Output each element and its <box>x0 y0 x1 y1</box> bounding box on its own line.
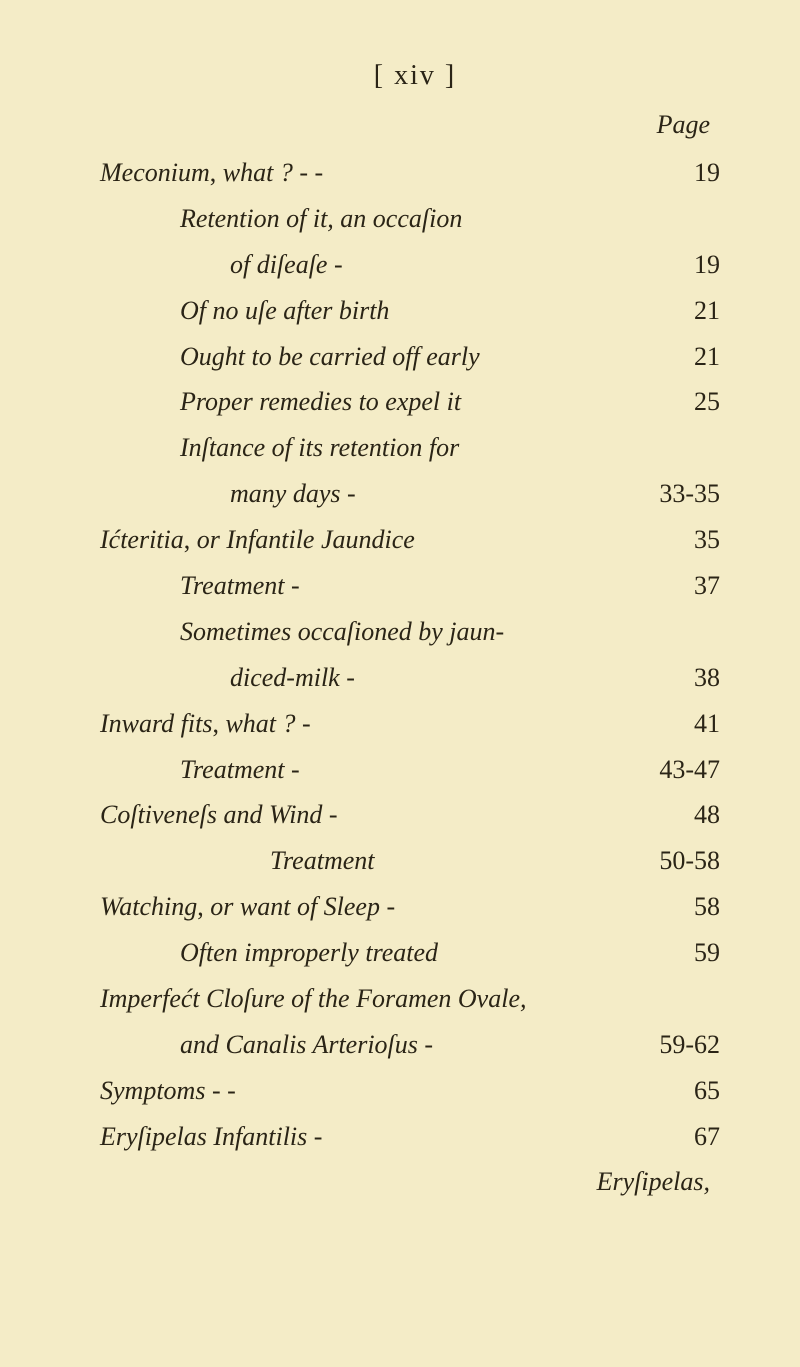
toc-entry: Watching, or want of Sleep -58 <box>100 886 730 929</box>
entry-page: 58 <box>640 886 730 929</box>
entry-text: Ought to be carried off early <box>100 336 640 379</box>
entry-page: 37 <box>640 565 730 608</box>
toc-entry: Ought to be carried off early21 <box>100 336 730 379</box>
entry-page: 33-35 <box>640 473 730 516</box>
entry-text: Symptoms - - <box>100 1070 640 1113</box>
toc-entry: many days -33-35 <box>100 473 730 516</box>
entry-text: Treatment - <box>100 749 640 792</box>
toc-entry: Inſtance of its retention for <box>100 427 730 470</box>
catchword: Eryſipelas, <box>100 1167 730 1197</box>
toc-entry: Eryſipelas Infantilis -67 <box>100 1116 730 1159</box>
toc-entry: Ićteritia, or Infantile Jaundice35 <box>100 519 730 562</box>
entry-text: Inſtance of its retention for <box>100 427 640 470</box>
entry-page: 38 <box>640 657 730 700</box>
entry-text: Meconium, what ? - - <box>100 152 640 195</box>
entry-page: 41 <box>640 703 730 746</box>
entry-page: 59-62 <box>640 1024 730 1067</box>
entry-page: 25 <box>640 381 730 424</box>
entry-page: 21 <box>640 336 730 379</box>
entry-text: Watching, or want of Sleep - <box>100 886 640 929</box>
toc-entry: and Canalis Arterioſus -59-62 <box>100 1024 730 1067</box>
entry-page: 19 <box>640 244 730 287</box>
entry-text: Treatment - <box>100 565 640 608</box>
entry-page: 21 <box>640 290 730 333</box>
entry-text: Ićteritia, or Infantile Jaundice <box>100 519 640 562</box>
entry-text: Imperfećt Cloſure of the Foramen Ovale, <box>100 978 640 1021</box>
toc-entry: Coſtiveneſs and Wind -48 <box>100 794 730 837</box>
entry-page: 35 <box>640 519 730 562</box>
entry-text: and Canalis Arterioſus - <box>100 1024 640 1067</box>
toc-entry: Treatment -37 <box>100 565 730 608</box>
toc-entry: Imperfećt Cloſure of the Foramen Ovale, <box>100 978 730 1021</box>
toc-entry: Treatment -43-47 <box>100 749 730 792</box>
toc-entry: Sometimes occaſioned by jaun- <box>100 611 730 654</box>
entry-page: 59 <box>640 932 730 975</box>
entry-text: Retention of it, an occaſion <box>100 198 640 241</box>
toc-entry: diced-milk -38 <box>100 657 730 700</box>
entry-text: Coſtiveneſs and Wind - <box>100 794 640 837</box>
toc-entry: of diſeaſe -19 <box>100 244 730 287</box>
entry-text: Eryſipelas Infantilis - <box>100 1116 640 1159</box>
toc-entry: Of no uſe after birth21 <box>100 290 730 333</box>
toc-entry: Meconium, what ? - -19 <box>100 152 730 195</box>
entry-text: of diſeaſe - <box>100 244 640 287</box>
entry-page: 65 <box>640 1070 730 1113</box>
toc-entries: Meconium, what ? - -19Retention of it, a… <box>100 152 730 1159</box>
toc-entry: Often improperly treated59 <box>100 932 730 975</box>
entry-text: Inward fits, what ? - <box>100 703 640 746</box>
toc-entry: Symptoms - -65 <box>100 1070 730 1113</box>
entry-page: 48 <box>640 794 730 837</box>
entry-text: Of no uſe after birth <box>100 290 640 333</box>
entry-page: 19 <box>640 152 730 195</box>
entry-text: many days - <box>100 473 640 516</box>
page-column-label: Page <box>100 110 730 140</box>
toc-entry: Treatment50-58 <box>100 840 730 883</box>
entry-text: Sometimes occaſioned by jaun- <box>100 611 640 654</box>
page-header: [ xiv ] <box>100 60 730 92</box>
entry-text: Proper remedies to expel it <box>100 381 640 424</box>
entry-text: diced-milk - <box>100 657 640 700</box>
entry-page: 50-58 <box>640 840 730 883</box>
entry-page: 67 <box>640 1116 730 1159</box>
toc-entry: Inward fits, what ? -41 <box>100 703 730 746</box>
entry-page: 43-47 <box>640 749 730 792</box>
toc-entry: Retention of it, an occaſion <box>100 198 730 241</box>
toc-entry: Proper remedies to expel it25 <box>100 381 730 424</box>
entry-text: Treatment <box>100 840 640 883</box>
entry-text: Often improperly treated <box>100 932 640 975</box>
